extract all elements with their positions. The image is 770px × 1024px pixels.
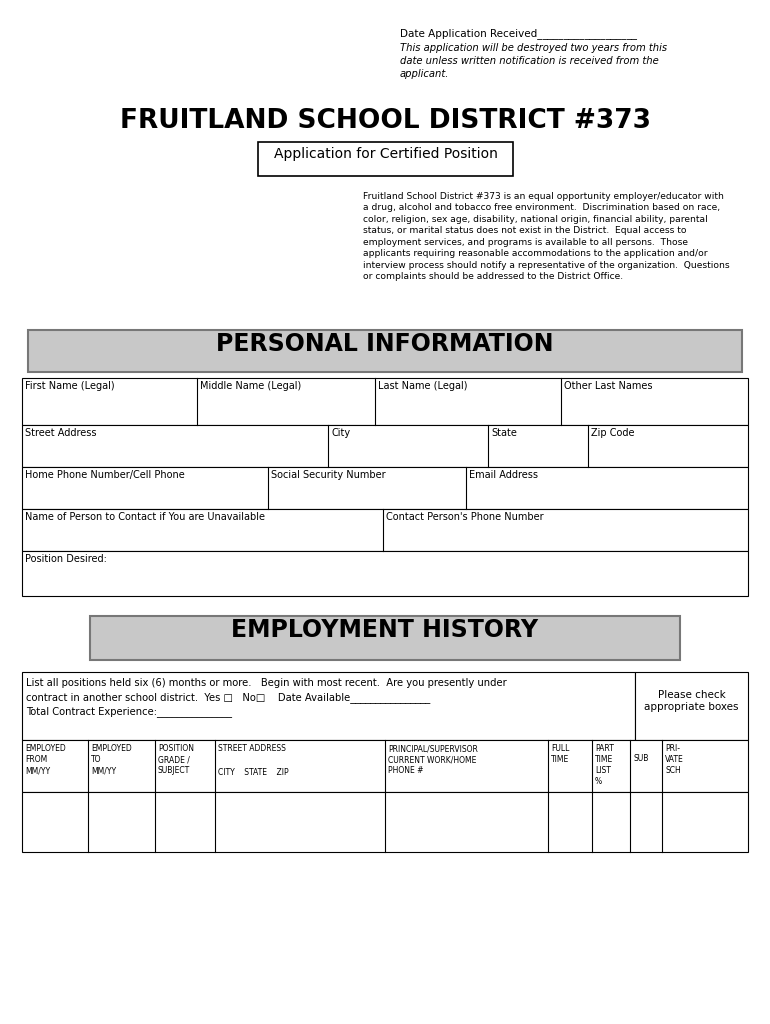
- Bar: [635, 672, 748, 740]
- Text: Application for Certified Position: Application for Certified Position: [273, 147, 497, 161]
- Text: Name of Person to Contact if You are Unavailable: Name of Person to Contact if You are Una…: [25, 512, 265, 522]
- Text: PART
TIME
LIST
%: PART TIME LIST %: [595, 744, 614, 786]
- Bar: [22, 672, 635, 740]
- Text: Street Address: Street Address: [25, 428, 96, 438]
- Text: City: City: [331, 428, 350, 438]
- Text: List all positions held six (6) months or more.   Begin with most recent.  Are y: List all positions held six (6) months o…: [26, 678, 507, 688]
- Text: Home Phone Number/Cell Phone: Home Phone Number/Cell Phone: [25, 470, 185, 480]
- Text: POSITION
GRADE /
SUBJECT: POSITION GRADE / SUBJECT: [158, 744, 194, 775]
- Bar: [22, 425, 748, 467]
- Text: STREET ADDRESS: STREET ADDRESS: [218, 744, 286, 753]
- Text: EMPLOYED
FROM
MM/YY: EMPLOYED FROM MM/YY: [25, 744, 65, 775]
- Text: Other Last Names: Other Last Names: [564, 381, 652, 391]
- Text: Total Contract Experience:_______________: Total Contract Experience:______________…: [26, 706, 232, 717]
- Text: Middle Name (Legal): Middle Name (Legal): [200, 381, 301, 391]
- Bar: [22, 792, 748, 852]
- Text: EMPLOYMENT HISTORY: EMPLOYMENT HISTORY: [232, 618, 538, 642]
- Text: Zip Code: Zip Code: [591, 428, 634, 438]
- Text: State: State: [491, 428, 517, 438]
- Text: First Name (Legal): First Name (Legal): [25, 381, 115, 391]
- Bar: [22, 740, 748, 792]
- Text: FULL
TIME: FULL TIME: [551, 744, 569, 764]
- Bar: [90, 616, 680, 660]
- Text: Position Desired:: Position Desired:: [25, 554, 107, 564]
- Bar: [22, 378, 748, 425]
- Bar: [258, 142, 513, 176]
- Text: Social Security Number: Social Security Number: [271, 470, 386, 480]
- Text: PERSONAL INFORMATION: PERSONAL INFORMATION: [216, 332, 554, 356]
- Text: Email Address: Email Address: [469, 470, 538, 480]
- Bar: [22, 509, 748, 551]
- Text: Fruitland School District #373 is an equal opportunity employer/educator with
a : Fruitland School District #373 is an equ…: [363, 193, 730, 282]
- Text: PRI-
VATE
SCH: PRI- VATE SCH: [665, 744, 684, 775]
- Text: contract in another school district.  Yes □   No□    Date Available_____________: contract in another school district. Yes…: [26, 692, 430, 702]
- Text: EMPLOYED
TO
MM/YY: EMPLOYED TO MM/YY: [91, 744, 132, 775]
- Text: This application will be destroyed two years from this
date unless written notif: This application will be destroyed two y…: [400, 43, 667, 80]
- Bar: [22, 467, 748, 509]
- Text: Last Name (Legal): Last Name (Legal): [378, 381, 467, 391]
- Text: SUB: SUB: [633, 754, 648, 763]
- Text: CITY    STATE    ZIP: CITY STATE ZIP: [218, 768, 289, 777]
- Bar: [28, 330, 742, 372]
- Text: FRUITLAND SCHOOL DISTRICT #373: FRUITLAND SCHOOL DISTRICT #373: [119, 108, 651, 134]
- Bar: [22, 551, 748, 596]
- Text: PRINCIPAL/SUPERVISOR
CURRENT WORK/HOME
PHONE #: PRINCIPAL/SUPERVISOR CURRENT WORK/HOME P…: [388, 744, 478, 775]
- Text: Date Application Received___________________: Date Application Received_______________…: [400, 28, 637, 39]
- Text: Please check
appropriate boxes: Please check appropriate boxes: [644, 690, 738, 712]
- Text: Contact Person's Phone Number: Contact Person's Phone Number: [386, 512, 544, 522]
